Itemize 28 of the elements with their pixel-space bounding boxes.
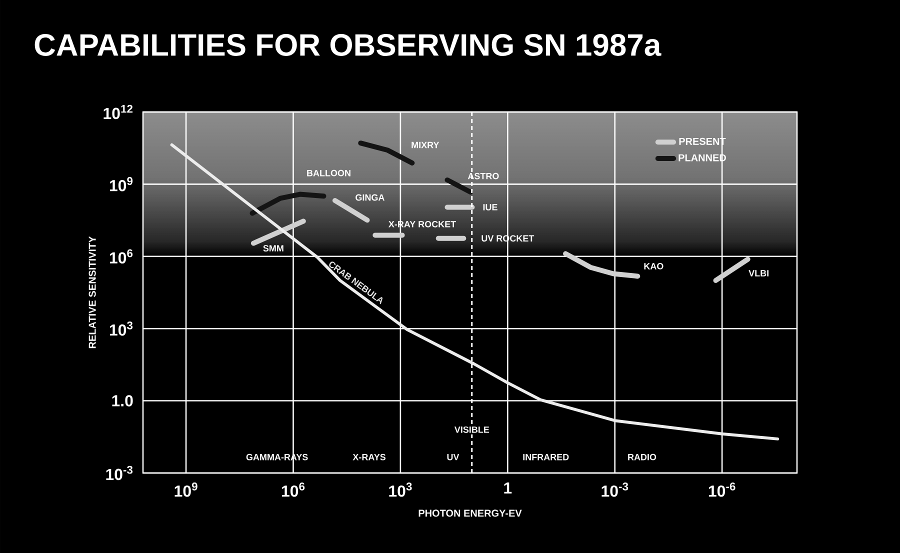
x-axis-title: PHOTON ENERGY-EV [418, 510, 522, 517]
y-tick-label: 10$^{6}$ [110, 249, 133, 264]
annotation: KAO [644, 263, 664, 270]
ref-line-label: VISIBLE [454, 426, 490, 433]
y-tick-label: 10$^{3}$ [110, 321, 133, 336]
annotation: X-RAYS [352, 454, 386, 460]
x-tick-label: 10$^{9}$ [174, 482, 198, 497]
y-axis-title: RELATIVE SENSITIVITY [88, 236, 96, 348]
y-tick-label: 10$^{-3}$ [106, 466, 133, 480]
x-tick-label: 10$^{-3}$ [602, 482, 628, 497]
annotation: BALLOON [307, 170, 350, 176]
x-tick-label: 1 [504, 482, 512, 494]
x-tick-label: 10$^{-6}$ [708, 482, 736, 497]
annotation: RADIO [628, 454, 656, 460]
x-tick-label: 10$^{3}$ [389, 482, 412, 497]
annotation: GINGA [356, 194, 384, 201]
annotation: SMM [263, 245, 284, 252]
annotation: INFRARED [523, 454, 569, 460]
annotation: ASTRO [468, 172, 499, 180]
y-tick-label: 10$^{12}$ [104, 104, 133, 120]
annotation: VLBI [748, 270, 768, 276]
chart-title: CAPABILITIES FOR OBSERVING SN 1987a [34, 34, 662, 56]
annotation: MIXRY [412, 142, 440, 148]
y-tick-label: 1.0 [112, 395, 133, 406]
annotation: IUE [483, 204, 498, 210]
y-tick-label: 10$^{9}$ [110, 177, 133, 192]
x-tick-label: 10$^{6}$ [282, 482, 305, 497]
annotation: UV [447, 454, 460, 460]
